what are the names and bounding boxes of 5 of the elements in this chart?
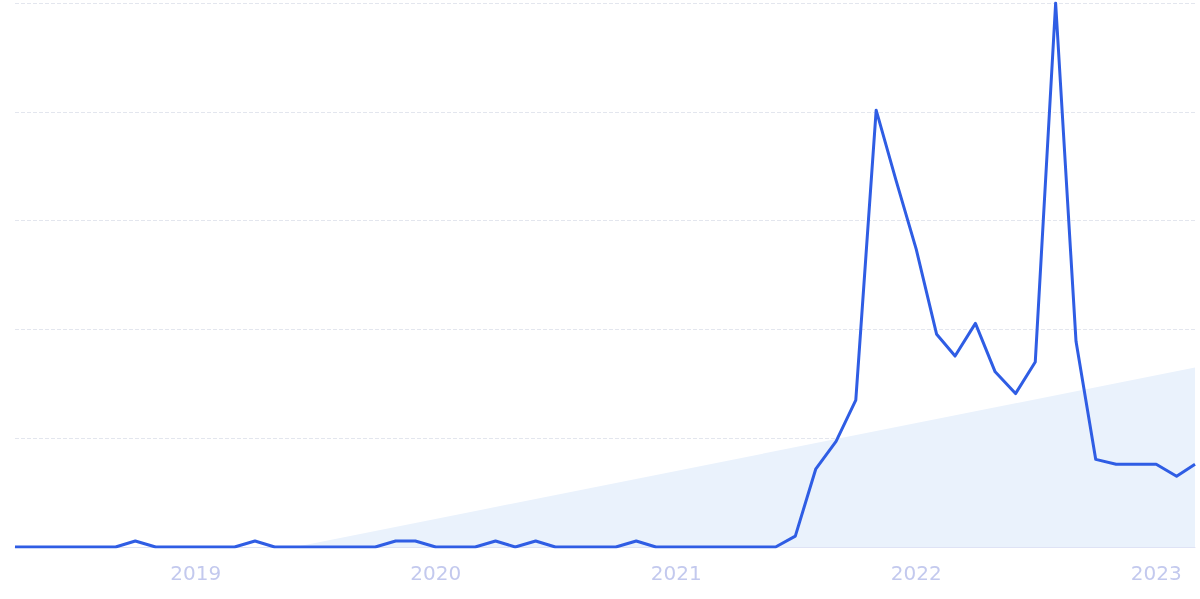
x-tick-label: 2023 [1130, 561, 1182, 585]
x-tick-label: 2020 [410, 561, 462, 585]
x-tick-label: 2019 [170, 561, 222, 585]
x-tick-label: 2021 [650, 561, 702, 585]
x-tick-label: 2022 [890, 561, 942, 585]
